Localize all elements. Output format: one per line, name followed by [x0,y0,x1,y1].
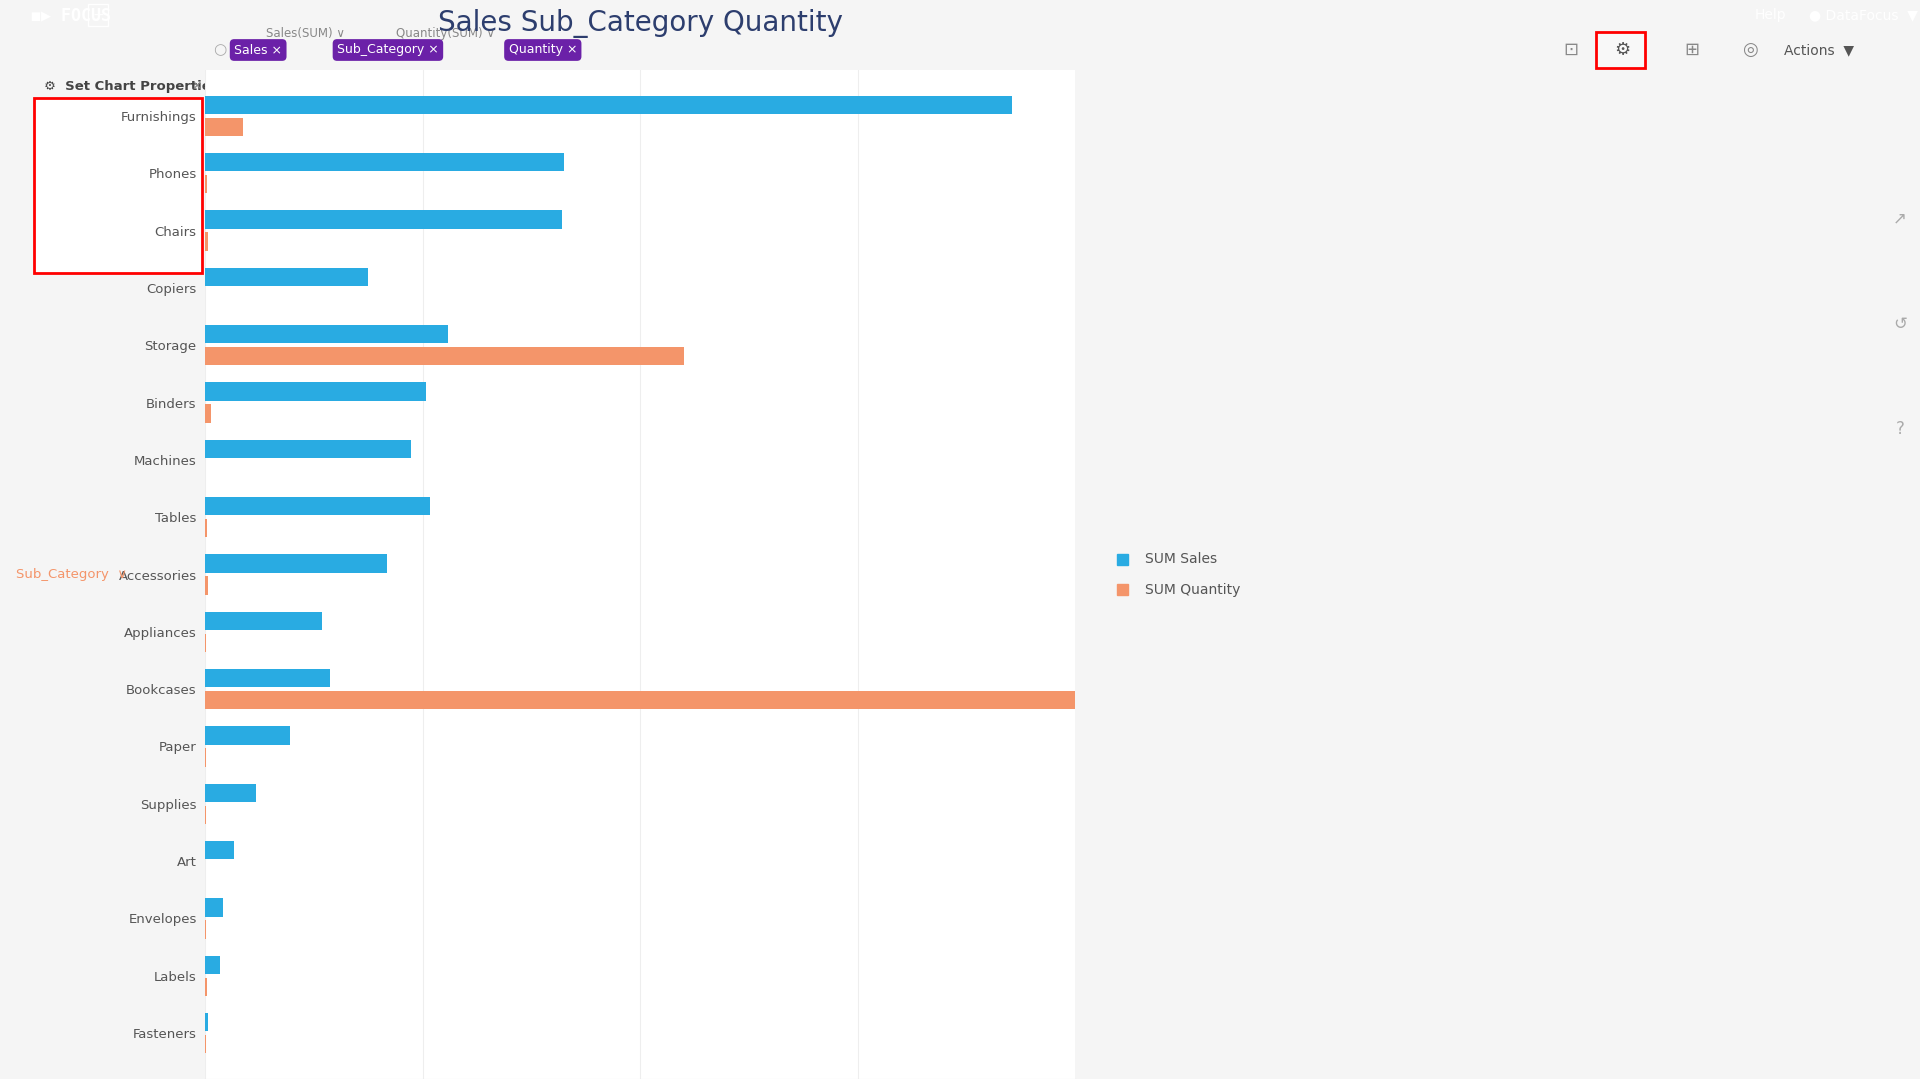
Bar [205,268,367,286]
Text: Attribute Scale: Attribute Scale [48,206,146,219]
Bar [205,96,1012,114]
Bar [205,691,1148,709]
Bar [205,497,430,516]
Text: ⊡: ⊡ [1563,41,1578,59]
Bar [205,899,223,917]
Bar [1597,32,1645,68]
Text: Scale: Scale [48,257,83,270]
Text: Commons: Commons [48,107,113,120]
Text: Sub_Category ×: Sub_Category × [338,43,440,56]
Bar [205,210,563,229]
Bar [205,783,255,802]
Bar [205,325,449,343]
Bar [205,669,330,687]
Bar [205,842,234,860]
Text: ○: ○ [213,42,227,57]
Text: Help: Help [1755,8,1786,22]
Text: ◼▶ FOCUS: ◼▶ FOCUS [31,6,111,24]
Title: Sales Sub_Category Quantity: Sales Sub_Category Quantity [438,9,843,38]
Bar [205,612,323,630]
Legend: SUM Sales, SUM Quantity: SUM Sales, SUM Quantity [1117,552,1240,597]
Bar [205,726,290,745]
Text: ↗: ↗ [1893,209,1907,228]
Text: ⚙: ⚙ [1615,41,1630,59]
Text: ›: › [194,154,202,172]
Bar [205,440,411,459]
Text: Quantity(SUM) ∨: Quantity(SUM) ∨ [396,27,495,40]
Text: Grid Line: Grid Line [48,132,108,145]
Text: ✕: ✕ [190,80,202,93]
Text: Data Label Format: Data Label Format [48,156,171,169]
Text: ›: › [194,129,202,147]
Bar [205,118,244,136]
Bar [205,1013,207,1032]
Bar [205,153,564,172]
Bar [205,555,388,573]
Text: Sales ×: Sales × [234,43,282,56]
Text: ›: › [194,254,202,272]
Text: ⚙: ⚙ [1615,41,1630,59]
Text: ● DataFocus  ▼: ● DataFocus ▼ [1809,8,1918,22]
Text: ›: › [194,104,202,122]
Bar [205,956,221,974]
Bar [205,382,426,400]
Bar [205,232,207,250]
Text: ?: ? [1895,420,1905,438]
Text: Suspend Text: Suspend Text [48,232,136,245]
Text: ›: › [194,229,202,247]
Bar [205,347,684,366]
Bar [33,98,202,273]
Bar [205,405,211,423]
Text: Sub_Category  ∨: Sub_Category ∨ [15,568,127,581]
Text: Measure Scale: Measure Scale [48,181,144,194]
Text: ⚙  Set Chart Properties: ⚙ Set Chart Properties [44,80,219,93]
Text: ›: › [194,179,202,197]
Text: Actions  ▼: Actions ▼ [1784,43,1855,57]
Bar [205,175,207,193]
Text: ↺: ↺ [1893,315,1907,332]
Text: +: + [92,8,104,22]
Bar [205,576,207,595]
Text: ⊞: ⊞ [1684,41,1699,59]
Text: Quantity ×: Quantity × [509,43,578,56]
Text: ◎: ◎ [1741,41,1759,59]
Text: Sales(SUM) ∨: Sales(SUM) ∨ [265,27,346,40]
Text: ›: › [194,204,202,222]
